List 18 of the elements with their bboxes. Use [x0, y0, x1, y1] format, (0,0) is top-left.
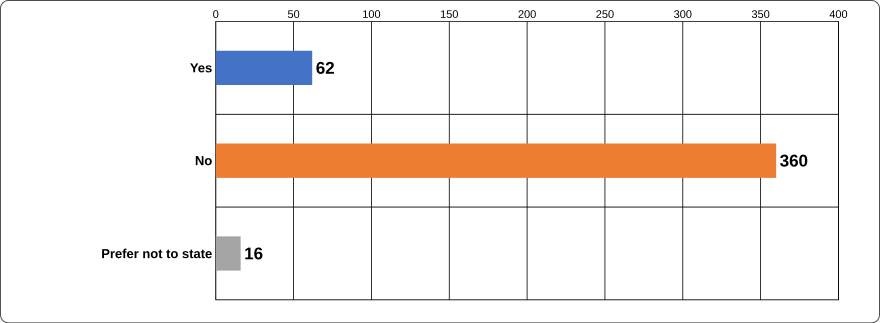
x-tick-label: 100	[363, 10, 380, 18]
x-tick-label: 0	[213, 10, 218, 18]
x-tick-label: 200	[518, 10, 536, 18]
bar	[216, 236, 241, 270]
x-tick-label: 350	[752, 10, 770, 18]
y-tick-label: No	[196, 156, 212, 166]
bar	[216, 50, 312, 85]
x-tick-label: 150	[440, 10, 458, 18]
y-tick-label: Yes	[190, 63, 212, 72]
x-tick-label: 250	[596, 10, 614, 18]
x-tick-label: 300	[674, 10, 692, 18]
data-label: 16	[245, 247, 262, 260]
data-label: 62	[316, 62, 334, 74]
bar	[216, 143, 776, 178]
data-label: 360	[780, 154, 808, 167]
x-tick-label: 400	[830, 10, 848, 18]
x-tick-label: 50	[288, 10, 300, 18]
y-tick-label: Prefer not to state	[102, 248, 212, 258]
